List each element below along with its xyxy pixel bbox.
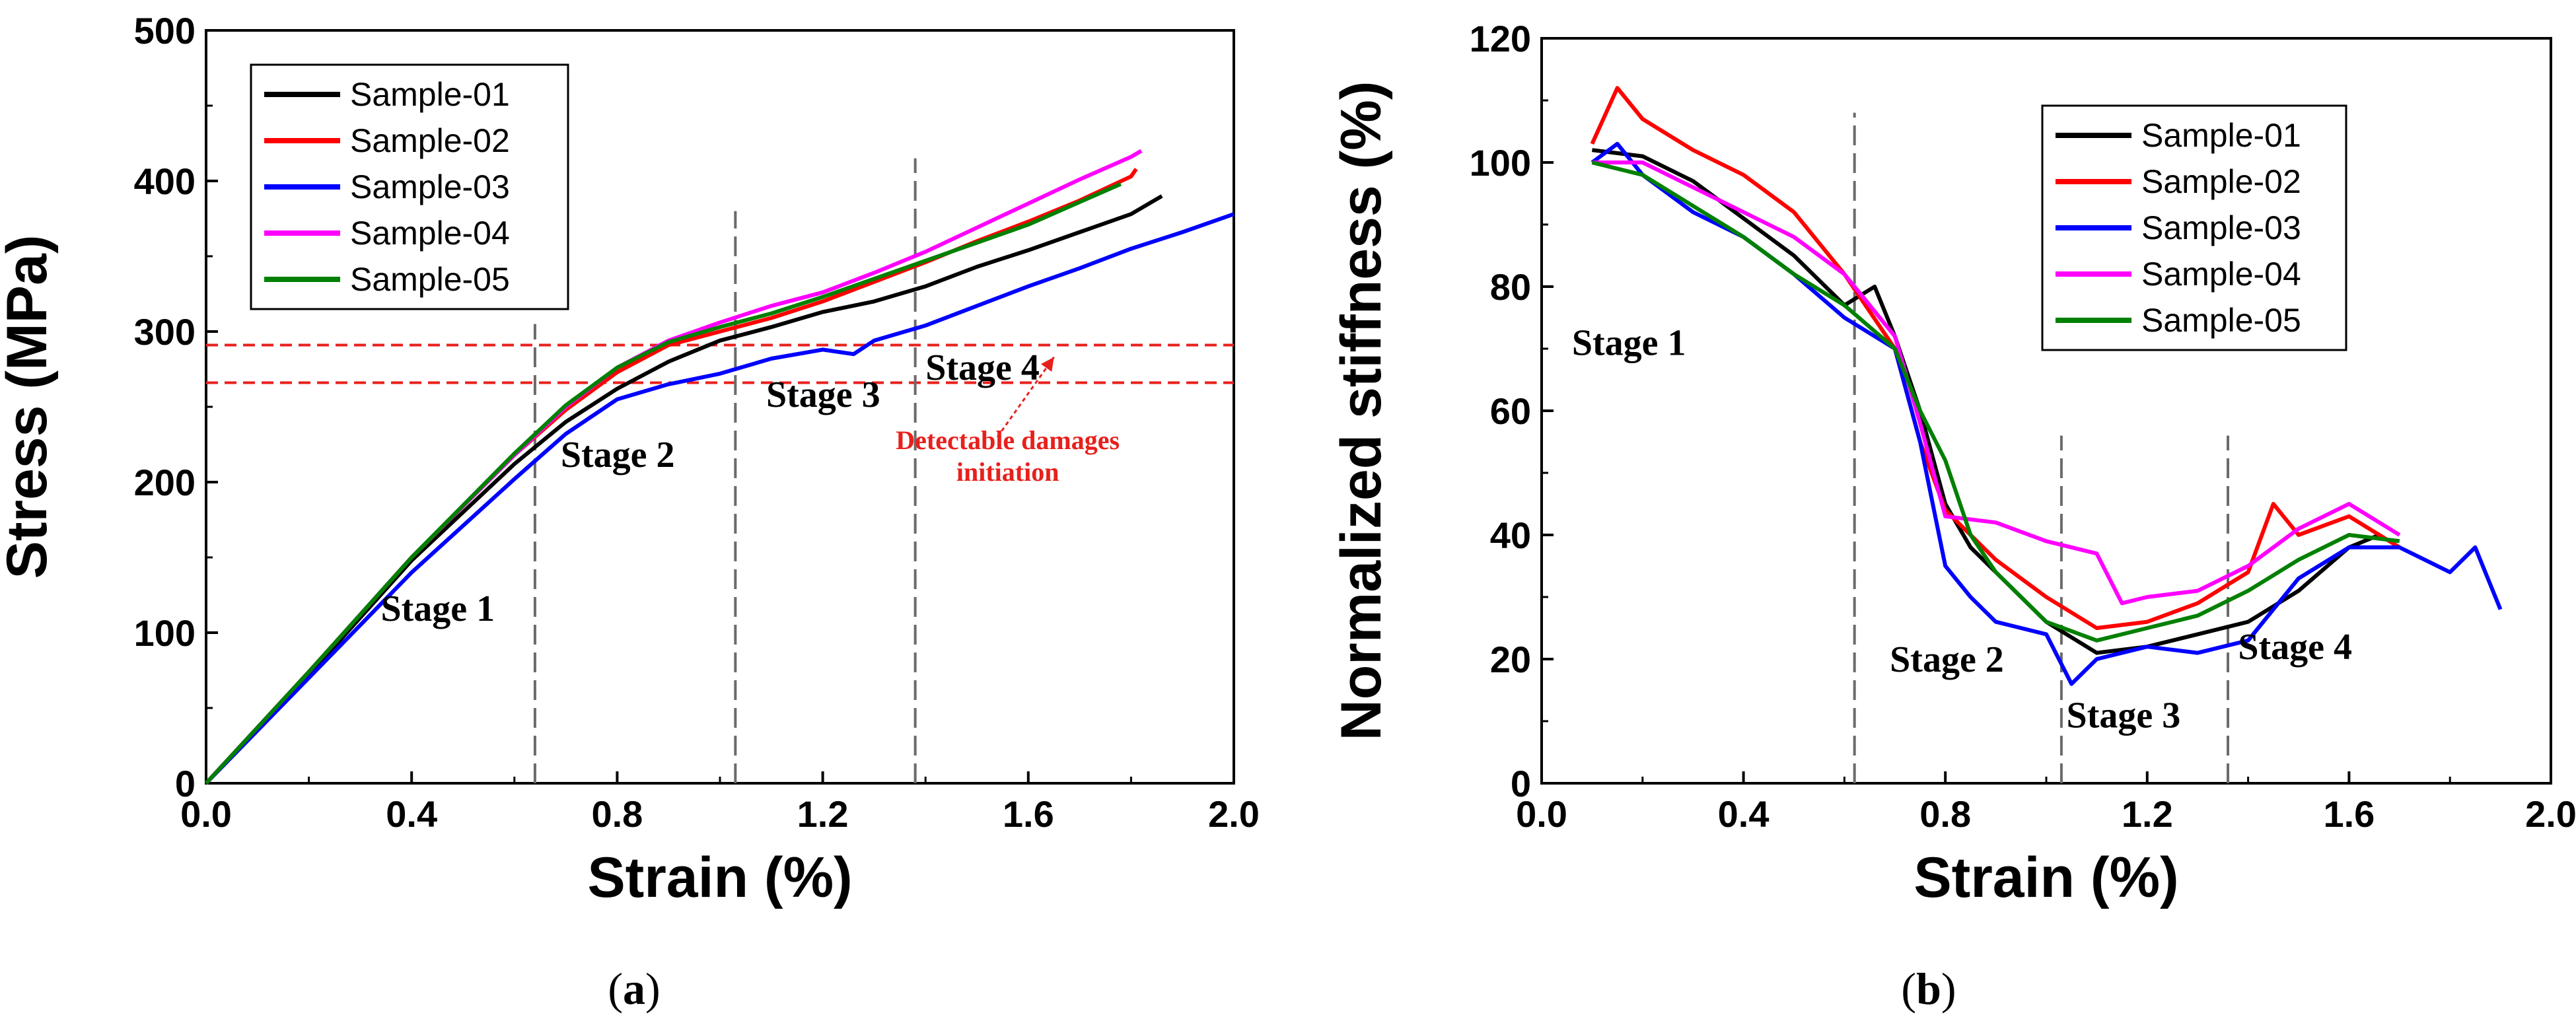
- y-axis-title: Normalized stiffness (%): [1330, 81, 1393, 741]
- panel-caption: (a): [608, 964, 660, 1014]
- panel-caption-letter: a: [623, 964, 645, 1014]
- y-tick-label: 60: [1490, 390, 1531, 432]
- y-tick-label: 80: [1490, 266, 1531, 308]
- stage-label: Stage 2: [1890, 639, 2004, 680]
- x-axis-title: Strain (%): [587, 846, 852, 909]
- y-axis-title: Stress (MPa): [0, 235, 59, 579]
- stage-label: Stage 2: [561, 435, 675, 475]
- stage-label: Stage 3: [2067, 695, 2181, 736]
- stage-label: Stage 4: [2238, 627, 2352, 668]
- x-tick-label: 2.0: [2525, 793, 2576, 835]
- y-tick-label: 0: [175, 763, 196, 804]
- stage-label: Stage 3: [766, 374, 880, 415]
- legend-label: Sample-01: [2141, 117, 2301, 154]
- series-line-sample-05: [204, 182, 1122, 785]
- x-tick-label: 0.8: [591, 793, 643, 835]
- legend-label: Sample-04: [350, 215, 510, 252]
- x-tick-label: 0.4: [1718, 793, 1770, 835]
- legend-label: Sample-05: [350, 261, 510, 298]
- x-tick-label: 0.8: [1919, 793, 1971, 835]
- y-tick-label: 200: [134, 462, 196, 503]
- x-tick-label: 0.4: [386, 793, 437, 835]
- y-tick-label: 0: [1511, 763, 1531, 804]
- y-tick-label: 100: [134, 612, 196, 654]
- panel-b-normalized-stiffness: 0.0 0.4 0.8 1.2 1.6 2.0 0 20 40 60 80 100 120 Strain …: [1330, 18, 2576, 1014]
- panel-caption-letter: b: [1916, 964, 1941, 1014]
- annotation-arrowhead: [1040, 357, 1054, 372]
- x-tick-label: 2.0: [1208, 793, 1260, 835]
- series-line-sample-04: [1592, 160, 2401, 606]
- y-tick-label: 500: [134, 10, 196, 52]
- legend: Sample-01 Sample-02 Sample-03 Sample-04 Samp…: [2041, 104, 2347, 351]
- legend: Sample-01 Sample-02 Sample-03 Sample-04 Samp…: [250, 63, 569, 310]
- series-line-sample-01: [204, 194, 1163, 785]
- y-tick-label: 120: [1470, 18, 1531, 59]
- x-tick-label: 1.2: [2122, 793, 2173, 835]
- panel-caption: (b): [1901, 964, 1956, 1014]
- legend-label: Sample-01: [350, 76, 510, 113]
- stage-label: Stage 1: [381, 588, 495, 629]
- annotation-text: initiation: [956, 457, 1059, 487]
- x-axis-title: Strain (%): [1914, 846, 2178, 909]
- y-tick-label: 40: [1490, 514, 1531, 556]
- legend-label: Sample-05: [2141, 302, 2301, 339]
- x-tick-label: 1.6: [2323, 793, 2375, 835]
- series-line-sample-03: [204, 212, 1234, 785]
- stage-label: Stage 4: [925, 347, 1040, 388]
- legend-label: Sample-03: [350, 168, 510, 205]
- series-line-sample-01: [1592, 148, 2380, 655]
- y-tick-label: 100: [1470, 142, 1531, 184]
- legend-label: Sample-03: [2141, 209, 2301, 246]
- legend-label: Sample-02: [350, 122, 510, 159]
- y-tick-label: 20: [1490, 639, 1531, 680]
- stage-label: Stage 1: [1572, 322, 1686, 363]
- annotation-arrow: [996, 356, 1055, 438]
- series-line-sample-05: [1591, 160, 2400, 643]
- y-tick-label: 300: [134, 311, 196, 353]
- annotation-text: Detectable damages: [896, 425, 1120, 455]
- legend-label: Sample-02: [2141, 163, 2301, 200]
- x-tick-label: 1.2: [797, 793, 849, 835]
- y-tick-label: 400: [134, 160, 196, 202]
- legend-label: Sample-04: [2141, 256, 2301, 293]
- x-tick-label: 1.6: [1003, 793, 1054, 835]
- panel-a-stress-strain: 0.0 0.4 0.8 1.2 1.6 2.0 0 100 200 300 400 500 Strain…: [0, 10, 1260, 1014]
- x-tick-label: 0.0: [180, 793, 232, 835]
- x-tick-label: 0.0: [1516, 793, 1567, 835]
